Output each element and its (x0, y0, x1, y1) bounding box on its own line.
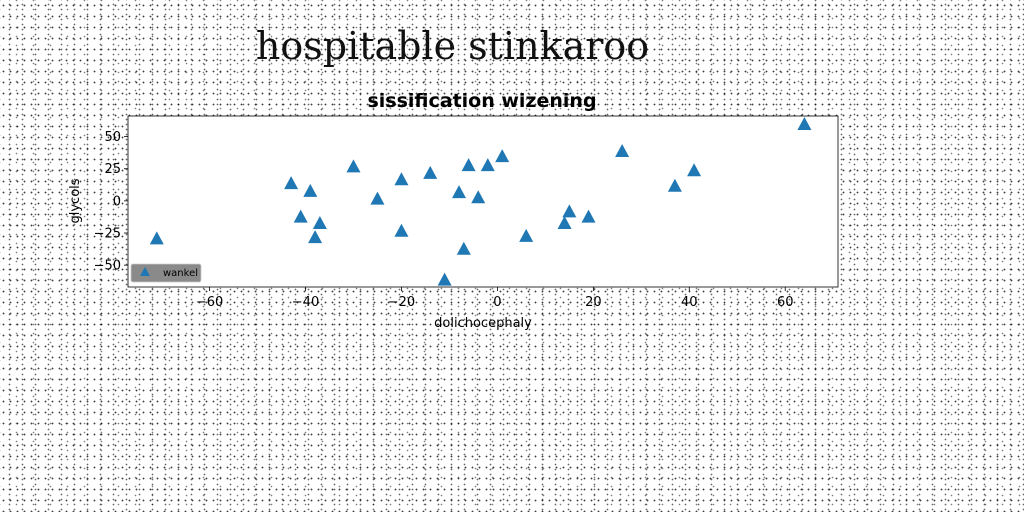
y-axis-label: glycols (68, 178, 83, 223)
x-tick-label: −40 (292, 295, 319, 310)
y-tick-label: 50 (104, 130, 121, 145)
y-tick-label: −25 (94, 227, 121, 242)
x-axis: −60 −40 −20 0 20 40 60 (196, 287, 794, 310)
x-tick-label: 40 (681, 295, 698, 310)
y-tick-label: 25 (104, 162, 121, 177)
x-tick-label: −60 (196, 295, 223, 310)
legend: wankel (131, 264, 201, 282)
y-tick-label: 0 (113, 194, 121, 209)
legend-label: wankel (163, 268, 198, 279)
x-tick-label: 20 (585, 295, 602, 310)
x-tick-label: 60 (777, 295, 794, 310)
y-tick-label: −50 (94, 259, 121, 274)
y-axis: −50 −25 0 25 50 (94, 130, 128, 274)
chart-title: sissification wizening (367, 90, 596, 112)
x-tick-label: −20 (388, 295, 415, 310)
x-tick-label: 0 (493, 295, 501, 310)
x-axis-label: dolichocephaly (434, 316, 532, 331)
